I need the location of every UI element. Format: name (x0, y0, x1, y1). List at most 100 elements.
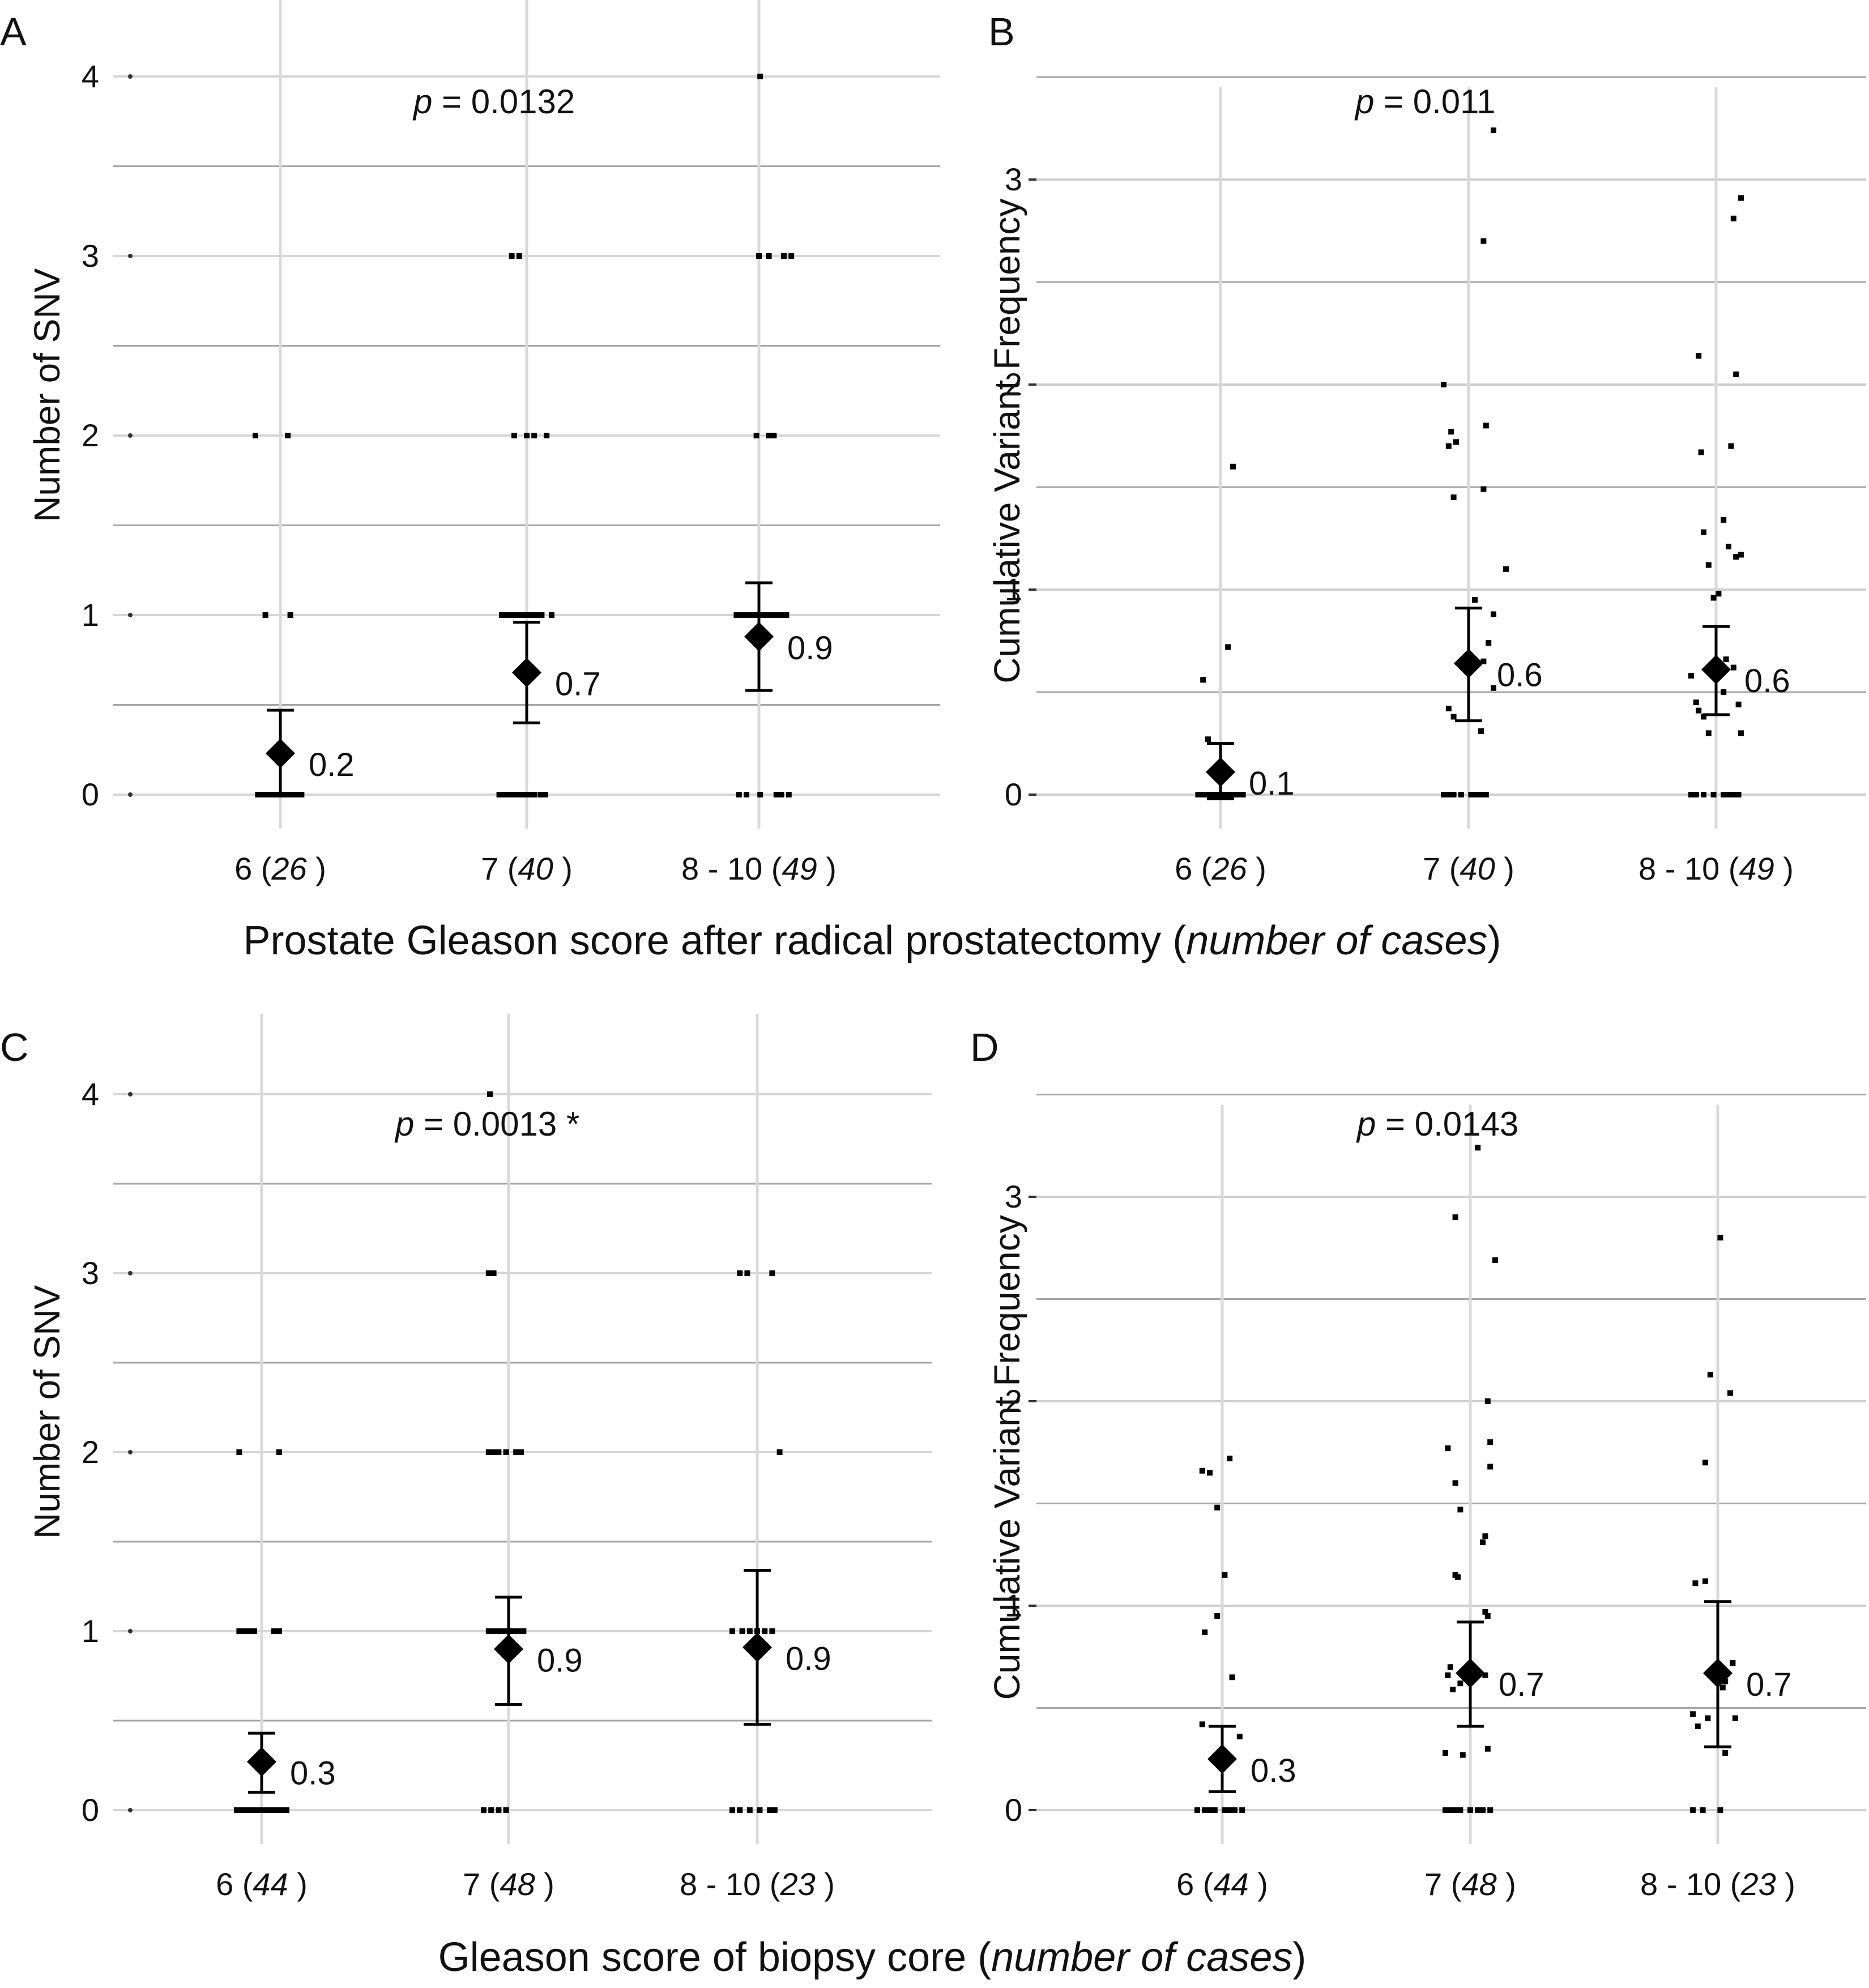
data-point (543, 792, 548, 797)
data-point (549, 612, 554, 618)
data-point (1230, 792, 1236, 797)
data-point (1222, 1572, 1228, 1578)
data-point (263, 792, 270, 797)
data-point (1700, 1807, 1706, 1813)
p-value-annotation: p = 0.011 (1354, 83, 1495, 121)
data-point (1448, 429, 1454, 435)
mean-label: 0.9 (786, 1640, 831, 1677)
data-point (1719, 1684, 1726, 1691)
data-point (1478, 792, 1484, 797)
data-point (516, 253, 522, 259)
data-point (757, 792, 763, 797)
data-point (519, 612, 525, 618)
y-tick-mark (128, 792, 133, 797)
data-point (1735, 792, 1742, 797)
data-point (531, 433, 537, 438)
data-point (1721, 689, 1727, 695)
data-point (524, 433, 530, 438)
data-point (1472, 597, 1478, 603)
data-point (1705, 562, 1712, 568)
data-point (1227, 1807, 1233, 1813)
data-point (1447, 1807, 1453, 1813)
data-point (739, 612, 745, 618)
data-point (769, 1270, 775, 1276)
y-tick-mark (128, 1629, 133, 1633)
data-point (737, 1270, 743, 1276)
data-point (1207, 1470, 1213, 1476)
data-point (766, 253, 772, 259)
data-point (253, 433, 258, 438)
data-point (1235, 792, 1241, 797)
data-point (528, 612, 535, 618)
data-point (1450, 1687, 1456, 1693)
data-point (518, 1449, 524, 1455)
data-point (1200, 792, 1206, 797)
data-point (729, 1807, 735, 1813)
data-point (1484, 1746, 1491, 1752)
data-point (1486, 640, 1492, 646)
data-point (499, 612, 505, 618)
data-point (509, 612, 515, 618)
data-point (1480, 1539, 1486, 1546)
data-point (1722, 1678, 1729, 1684)
mean-label: 0.7 (1499, 1666, 1544, 1703)
data-point (1450, 714, 1457, 720)
mean-marker (494, 1634, 523, 1664)
data-point (1457, 1807, 1463, 1813)
data-point (1227, 1456, 1233, 1462)
data-point (1483, 423, 1489, 429)
data-point (1443, 1750, 1448, 1756)
data-point (1443, 1807, 1448, 1813)
x-tick-label: 6 (26 ) (234, 851, 326, 886)
data-point (1710, 595, 1717, 601)
data-point (739, 1628, 745, 1634)
data-point (490, 1449, 497, 1455)
data-point (1693, 792, 1699, 797)
data-point (1447, 1664, 1453, 1670)
data-point (496, 792, 502, 797)
data-point (1215, 792, 1221, 797)
data-point (236, 1628, 242, 1634)
x-tick-label: 8 - 10 (49 ) (681, 851, 837, 886)
data-point (773, 792, 779, 797)
mean-marker (744, 622, 774, 652)
y-tick-label: 0 (1005, 777, 1022, 812)
data-point (1730, 664, 1736, 671)
data-point (786, 792, 792, 797)
data-point (781, 253, 787, 259)
y-tick-mark (128, 613, 133, 617)
mean-marker (512, 658, 541, 688)
data-point (1478, 728, 1484, 734)
data-point (496, 1449, 502, 1455)
data-point (1236, 1734, 1243, 1740)
data-point (263, 1807, 270, 1813)
y-tick-label: 1 (1005, 1588, 1022, 1623)
data-point (236, 1449, 242, 1455)
data-point (1722, 1750, 1729, 1756)
data-point (773, 612, 779, 618)
data-point (1480, 238, 1487, 244)
data-point (490, 1628, 497, 1634)
data-point (1202, 1807, 1208, 1813)
data-point (1452, 1807, 1458, 1813)
mean-label: 0.1 (1249, 765, 1295, 802)
data-point (1211, 1807, 1218, 1813)
data-point (298, 792, 305, 797)
y-tick-mark (128, 1092, 133, 1097)
data-point (238, 1807, 245, 1813)
data-point (1503, 566, 1509, 572)
mean-label: 0.9 (537, 1643, 583, 1679)
data-point (503, 612, 510, 618)
x-tick-label: 6 (44 ) (216, 1866, 308, 1902)
data-point (279, 1807, 285, 1813)
data-point (1491, 127, 1496, 134)
y-tick-label: 2 (1005, 366, 1022, 402)
data-point (259, 1807, 264, 1813)
mean-marker (743, 1632, 772, 1662)
data-point (1735, 701, 1742, 707)
panel-c: C 0 1 2 3 4 Number of SNV p = 0.0013 * 6 (44 ) 7 … (0, 1013, 932, 1902)
mean-label: 0.7 (1746, 1666, 1792, 1703)
data-point (506, 792, 513, 797)
data-point (1487, 1464, 1494, 1470)
data-point (1733, 554, 1739, 560)
